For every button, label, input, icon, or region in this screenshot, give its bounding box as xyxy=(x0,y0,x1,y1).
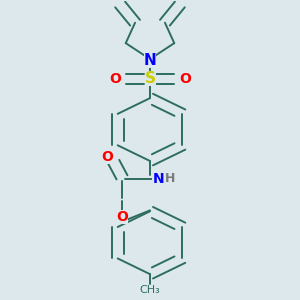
Text: O: O xyxy=(116,210,128,224)
Text: H: H xyxy=(165,172,176,185)
Text: O: O xyxy=(109,72,121,86)
Text: N: N xyxy=(144,53,156,68)
Text: N: N xyxy=(152,172,164,186)
Text: S: S xyxy=(145,71,155,86)
Text: O: O xyxy=(101,150,113,164)
Text: O: O xyxy=(179,72,191,86)
Text: CH₃: CH₃ xyxy=(140,285,160,295)
